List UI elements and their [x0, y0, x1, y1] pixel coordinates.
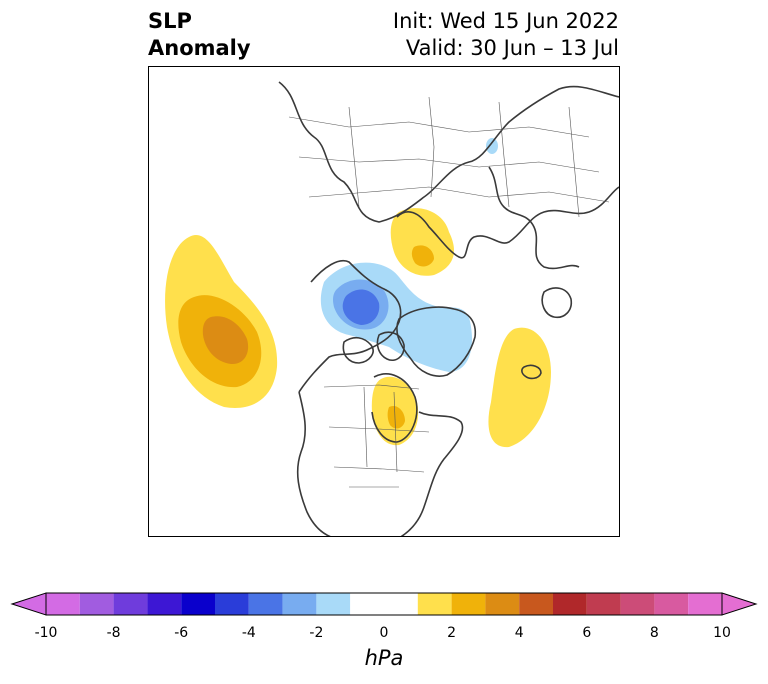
colorbar-bin [113, 593, 148, 615]
colorbar-tick-label: -2 [309, 625, 324, 641]
colorbar-tick-label: 0 [379, 625, 389, 641]
colorbar-bin [654, 593, 689, 615]
colorbar-border [45, 592, 723, 616]
colorbar-units-label: hPa [364, 646, 404, 670]
colorbar-bin [181, 593, 215, 615]
colorbar-bin [451, 593, 486, 615]
colorbar-bin [519, 593, 553, 615]
colorbar-tick-label: -6 [174, 625, 189, 641]
anomaly-siberia-core [411, 245, 434, 267]
colorbar-tick-label: 6 [582, 625, 592, 641]
anomaly-fills [165, 138, 551, 448]
colorbar-tick-label: -8 [106, 625, 121, 641]
colorbar-tick-label: 2 [447, 625, 457, 641]
political-borders [288, 96, 610, 488]
colorbar-bin [586, 593, 621, 615]
colorbar-bin [316, 593, 351, 615]
anomaly-siberia-outer [390, 208, 454, 276]
colorbar-bin [46, 593, 80, 615]
colorbar-tick-label: 10 [713, 625, 731, 641]
colorbar-bin [282, 593, 317, 615]
slp-anomaly-map [165, 81, 619, 536]
forecast-dates: Init: Wed 15 Jun 2022 Valid: 30 Jun – 13… [392, 9, 619, 60]
colorbar-bin [485, 593, 520, 615]
colorbar-bin [553, 593, 587, 615]
anomaly-hudson-core [387, 405, 405, 429]
anomaly-pacific-core [202, 316, 249, 365]
colorbar [10, 592, 758, 616]
colorbar-bin [79, 593, 114, 615]
colorbar-bin [620, 593, 655, 615]
colorbar-extend-low [10, 592, 47, 616]
colorbar-tick-label: -10 [34, 625, 58, 641]
colorbar-extend-high [721, 592, 758, 616]
anomaly-atlantic [488, 327, 551, 448]
colorbar-tick-label: -4 [241, 625, 256, 641]
coastlines [278, 81, 619, 536]
anomaly-arctic-core [342, 289, 380, 325]
colorbar-bin [248, 593, 283, 615]
map-panel [148, 66, 620, 537]
colorbar-tick-label: 4 [514, 625, 524, 641]
colorbar-tick-label: 8 [649, 625, 659, 641]
colorbar-bin [417, 593, 452, 615]
colorbar-bin [147, 593, 182, 615]
anomaly-scandinavia [486, 138, 498, 154]
colorbar-bin [350, 593, 418, 615]
map-title: SLP Anomaly [148, 9, 251, 60]
colorbar-bin [688, 593, 722, 615]
colorbar-bin [215, 593, 249, 615]
